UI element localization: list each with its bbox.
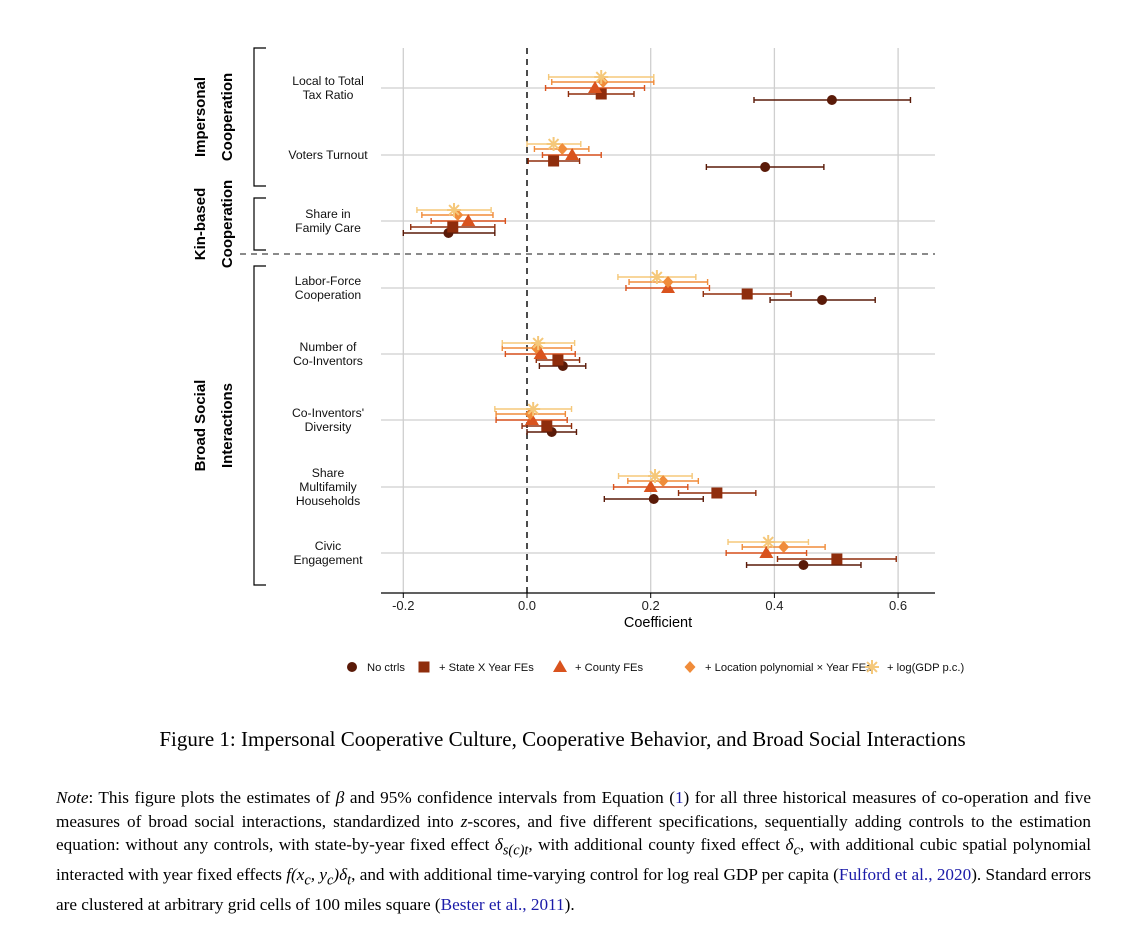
figure-note: Note: This figure plots the estimates of… [56, 788, 1092, 914]
point-marker [649, 270, 664, 284]
citation-bester-link[interactable]: Bester et al., 2011 [440, 894, 565, 914]
group-label: Cooperation [219, 73, 236, 161]
point-marker [759, 546, 774, 558]
group-bracket [253, 47, 266, 187]
x-tick-label: 0.0 [518, 598, 536, 613]
group-bracket [253, 197, 266, 251]
point-marker [533, 347, 548, 359]
point-marker [526, 402, 541, 416]
outcome-label: Local to Total Tax Ratio [292, 74, 364, 102]
point-marker [447, 221, 459, 233]
legend-key [684, 661, 696, 673]
point-marker [761, 535, 776, 549]
legend: No ctrls + State X Year FEs + County FEs + … [347, 660, 964, 674]
x-tick-label: -0.2 [392, 598, 414, 613]
equation-link[interactable]: 1 [674, 788, 684, 807]
point-marker [798, 560, 809, 570]
outcome-label: Share in Family Care [295, 207, 361, 235]
point-marker [588, 81, 603, 93]
group-label: Kin-based [192, 188, 209, 261]
point-marker [778, 541, 790, 553]
grid-lines [381, 48, 935, 593]
legend-label: + Location polynomial × Year FEs [705, 662, 872, 674]
group-brackets: Impersonal Cooperation Kin-based Cooperatio… [192, 47, 266, 586]
x-tick-label: 0.2 [642, 598, 660, 613]
series-asterisk [416, 74, 810, 545]
group-label: Broad Social [192, 380, 209, 472]
citation-fulford-link[interactable]: Fulford et al., 2020 [838, 864, 972, 884]
point-marker [552, 354, 564, 366]
point-marker [548, 155, 560, 167]
x-axis: -0.2 0.0 0.2 0.4 0.6 Coefficient [381, 592, 935, 631]
legend-key [553, 660, 567, 672]
point-marker [524, 413, 539, 425]
coefficient-plot: -0.2 0.0 0.2 0.4 0.6 Coefficient Impersonal Co… [192, 47, 964, 674]
point-marker [546, 137, 561, 151]
point-marker [760, 162, 771, 172]
outcome-labels: Local to Total Tax Ratio Voters Turnout Sha… [288, 74, 368, 567]
outcome-label: Civic Engagement [293, 539, 363, 567]
point-marker [826, 95, 837, 105]
x-axis-title: Coefficient [624, 615, 692, 631]
outcome-label: Share Multifamily Households [296, 466, 360, 508]
point-marker [643, 480, 658, 492]
point-marker [711, 487, 723, 499]
point-marker [741, 288, 753, 300]
legend-key [418, 661, 430, 673]
point-marker [595, 88, 607, 100]
point-marker [648, 469, 663, 483]
point-marker [565, 148, 580, 160]
point-marker [831, 553, 843, 565]
legend-label: No ctrls [367, 662, 405, 674]
figure-caption: Figure 1: Impersonal Cooperative Culture… [159, 727, 966, 751]
point-marker [648, 494, 659, 504]
point-marker [541, 420, 553, 432]
outcome-label: Number of Co-Inventors [293, 340, 363, 368]
group-bracket [253, 265, 266, 586]
point-marker [531, 336, 546, 350]
group-label: Impersonal [192, 77, 209, 157]
outcome-label: Voters Turnout [288, 148, 368, 162]
legend-key [865, 660, 879, 674]
legend-label: + log(GDP p.c.) [887, 662, 964, 674]
legend-key [347, 662, 357, 672]
series-diamond [421, 79, 826, 550]
series-triangle [430, 85, 808, 556]
x-tick-label: 0.6 [889, 598, 907, 613]
point-marker [594, 70, 609, 84]
estimates [402, 70, 912, 570]
legend-label: + State X Year FEs [439, 662, 534, 674]
legend-label: + County FEs [575, 662, 643, 674]
point-marker [657, 475, 669, 487]
point-marker [817, 295, 828, 305]
point-marker [447, 203, 462, 217]
outcome-label: Labor-Force Cooperation [295, 274, 362, 302]
note-label: Note [56, 788, 89, 807]
group-label: Cooperation [219, 180, 236, 268]
group-label: Interactions [219, 383, 236, 468]
point-marker [556, 143, 568, 155]
point-marker [461, 214, 476, 226]
point-marker [662, 276, 674, 288]
x-tick-label: 0.4 [765, 598, 783, 613]
outcome-label: Co-Inventors' Diversity [292, 406, 364, 434]
